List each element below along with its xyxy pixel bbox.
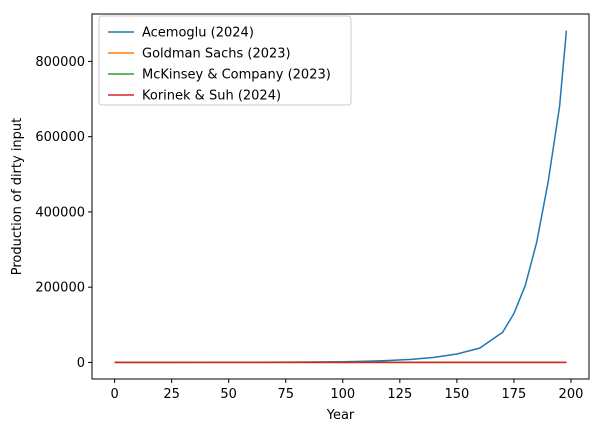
legend-label-0: Acemoglu (2024): [142, 26, 254, 41]
legend: Acemoglu (2024) Goldman Sachs (2023) McKin…: [98, 15, 352, 106]
series-layer: [114, 30, 568, 364]
y-axis-title: Production of dirty input: [10, 118, 25, 276]
legend-box: [98, 15, 352, 106]
legend-label-2: McKinsey & Company (2023): [142, 68, 331, 83]
x-tick-label: 175: [502, 387, 527, 402]
plot-frame: [91, 13, 590, 380]
y-tick-label: 800000: [35, 55, 85, 70]
x-tick-label: 25: [163, 387, 180, 402]
y-tick-label: 600000: [35, 130, 85, 145]
legend-label-1: Goldman Sachs (2023): [142, 47, 291, 62]
y-tick-label: 0: [77, 356, 85, 371]
y-tick-label: 200000: [35, 281, 85, 296]
x-tick-label: 50: [220, 387, 237, 402]
x-tick-label: 125: [387, 387, 412, 402]
x-axis-ticks: 0 25 50 75 100 125 150 175 200: [110, 379, 583, 402]
x-tick-label: 150: [444, 387, 469, 402]
x-tick-label: 200: [559, 387, 584, 402]
x-tick-label: 0: [110, 387, 118, 402]
x-axis-title: Year: [326, 408, 355, 423]
x-tick-label: 75: [277, 387, 294, 402]
y-tick-label: 400000: [35, 205, 85, 220]
y-axis-ticks: 0 200000 400000 600000 800000: [35, 55, 92, 371]
legend-label-3: Korinek & Suh (2024): [142, 89, 281, 104]
x-tick-label: 100: [330, 387, 355, 402]
